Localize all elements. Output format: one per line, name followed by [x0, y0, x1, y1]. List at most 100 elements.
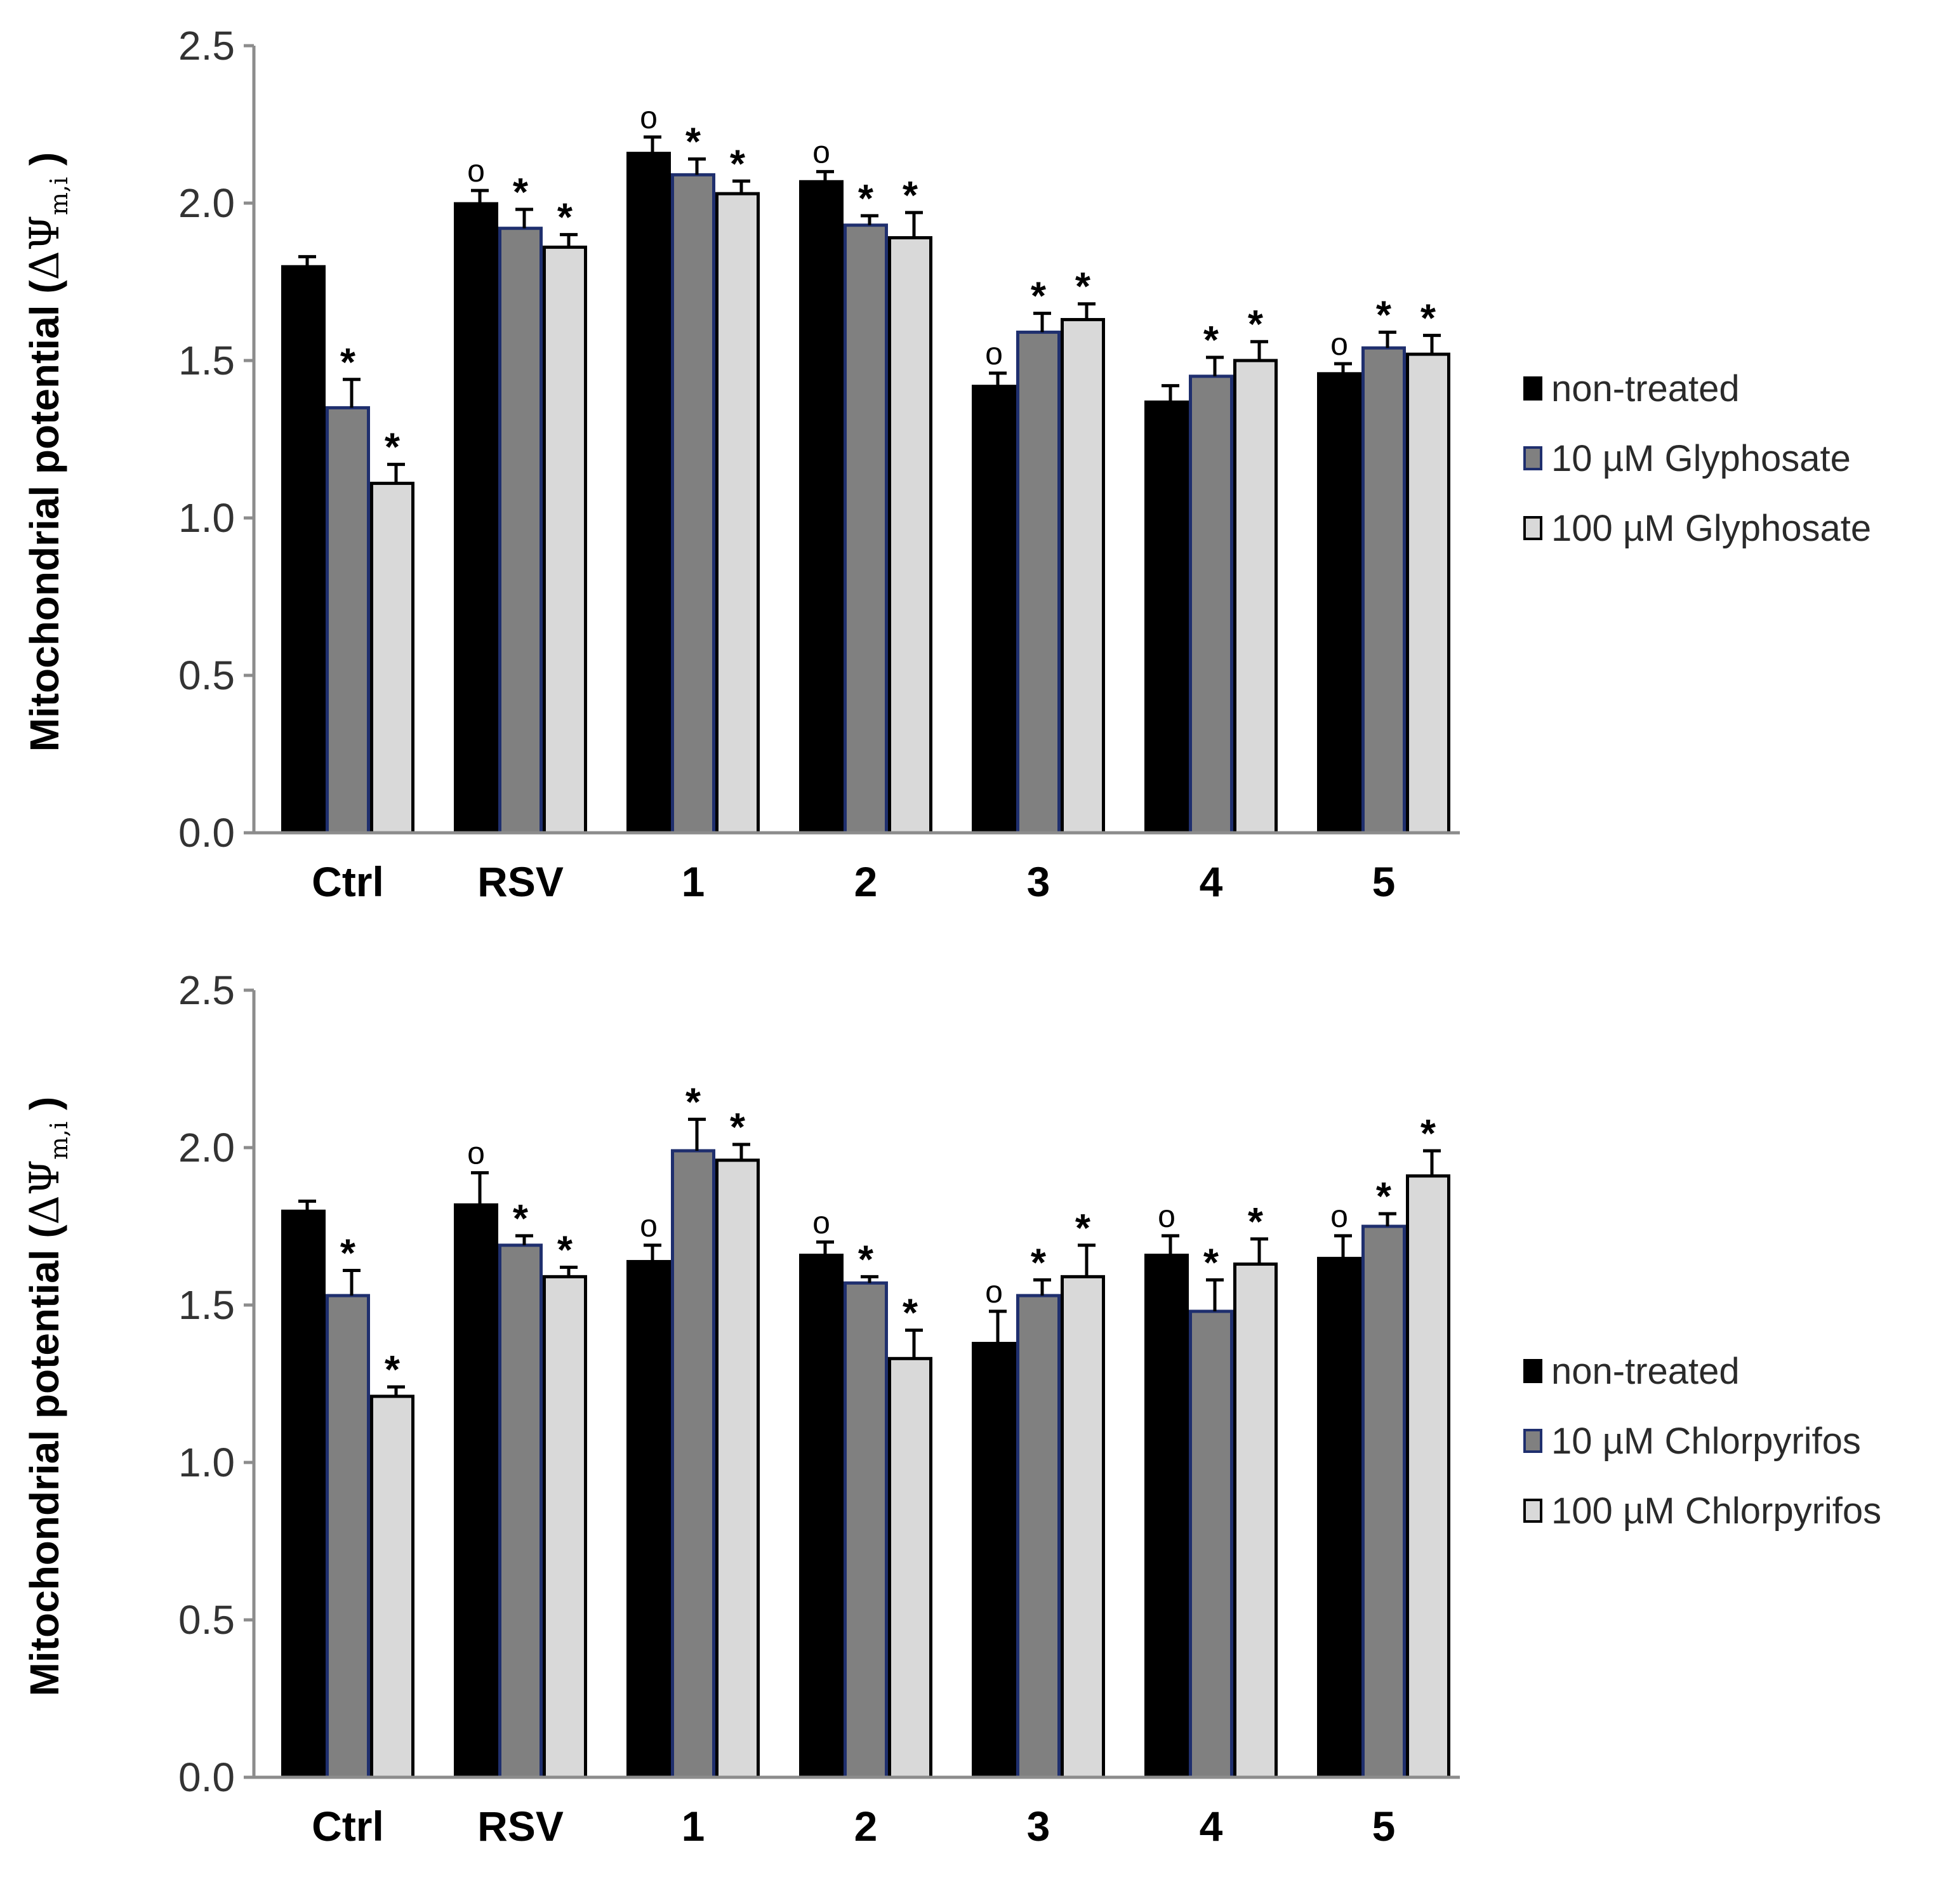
significance-circle: o [467, 1136, 485, 1171]
significance-star: * [1248, 1200, 1264, 1244]
significance-star: * [340, 341, 356, 385]
y-tick-label: 2.0 [178, 180, 235, 226]
significance-circle: o [985, 1274, 1003, 1309]
significance-star: * [685, 121, 701, 164]
bar [799, 180, 844, 834]
significance-star: * [1376, 1175, 1392, 1219]
significance-star: * [513, 171, 529, 215]
x-tick-label: 3 [1027, 858, 1050, 905]
legend-item-10-chlorpyrifos: 10 µM Chlorpyrifos [1523, 1420, 1881, 1462]
chart-chlorpyrifos: 0.0 0.5 1.0 1.5 2.0 2.5 Mitochondrial potentia… [22, 967, 1460, 1850]
bar [715, 1158, 760, 1779]
significance-circle: o [812, 1205, 830, 1240]
significance-circle: o [812, 134, 830, 169]
y-axis-label-subscript: m,i [45, 177, 73, 215]
bar [1317, 372, 1361, 834]
significance-star: * [1376, 293, 1392, 337]
x-tick-label: 2 [854, 858, 878, 905]
significance-star: * [513, 1197, 529, 1241]
y-tick-label: 2.5 [178, 23, 235, 69]
y-axis-label-close: ) [22, 152, 67, 177]
bar [888, 236, 932, 835]
y-axis-label: Mitochondrial potential (ΔΨm,i ) [22, 1097, 73, 1697]
y-axis-label-symbol: ΔΨ [22, 1160, 69, 1224]
x-tick-label: Ctrl [312, 1803, 384, 1850]
y-axis-label-main: Mitochondrial potential ( [22, 280, 67, 752]
bar [543, 245, 587, 835]
legend-label: 10 µM Chlorpyrifos [1551, 1420, 1861, 1462]
significance-star: * [1420, 296, 1436, 340]
significance-star: * [340, 1231, 356, 1275]
bar [799, 1254, 844, 1779]
bar [1016, 1294, 1061, 1779]
significance-star: * [1203, 319, 1219, 362]
y-axis-label-close: ) [22, 1097, 67, 1122]
bar [626, 152, 671, 834]
x-tick-label: 4 [1200, 1803, 1223, 1850]
x-tick-label: RSV [477, 858, 564, 905]
bar [1233, 359, 1278, 835]
bar [1361, 346, 1406, 835]
bar [281, 265, 326, 834]
bar [1061, 318, 1105, 835]
legend-swatch-100-chlorpyrifos [1523, 1499, 1542, 1523]
significance-circle: o [985, 336, 1003, 371]
x-tick-label: RSV [477, 1803, 564, 1850]
legend-item-100-glyphosate: 100 µM Glyphosate [1523, 508, 1871, 549]
bar [1189, 1309, 1233, 1779]
significance-star: * [903, 1292, 918, 1336]
significance-star: * [1031, 1241, 1047, 1285]
x-tick-label: Ctrl [312, 858, 384, 905]
legend-label: 10 µM Glyphosate [1551, 437, 1851, 479]
significance-circle: o [467, 153, 485, 189]
bar [498, 227, 543, 835]
significance-star: * [858, 177, 874, 221]
significance-circle: o [1330, 1198, 1348, 1234]
legend-item-10-glyphosate: 10 µM Glyphosate [1523, 438, 1871, 479]
x-tick-label: 4 [1200, 858, 1223, 905]
y-tick-label: 2.0 [178, 1125, 235, 1170]
significance-star: * [385, 426, 401, 470]
significance-circle: o [640, 100, 658, 135]
y-tick-label: 0.0 [178, 810, 235, 856]
legend-label: 100 µM Chlorpyrifos [1551, 1490, 1882, 1532]
bar [1233, 1263, 1278, 1779]
significance-star: * [730, 1106, 746, 1150]
bar [281, 1209, 326, 1779]
bar [1189, 374, 1233, 835]
x-tick-label: 5 [1372, 858, 1396, 905]
bar [844, 1281, 888, 1779]
bar [1406, 1174, 1450, 1779]
y-tick-label: 1.5 [178, 338, 235, 383]
significance-circle: o [1158, 1198, 1175, 1234]
x-tick-label: 2 [854, 1803, 878, 1850]
bar [671, 1149, 715, 1779]
chart-glyphosate: 0.0 0.5 1.0 1.5 2.0 2.5 Mitochondrial potentia… [22, 23, 1460, 905]
significance-circle: o [1330, 326, 1348, 362]
bar [671, 173, 715, 835]
legend-swatch-non-treated [1523, 376, 1542, 401]
significance-star: * [557, 1228, 573, 1272]
legend-glyphosate: non-treated 10 µM Glyphosate 100 µM Glyp… [1523, 368, 1871, 578]
bar [1317, 1257, 1361, 1779]
significance-star: * [730, 142, 746, 186]
significance-star: * [1031, 275, 1047, 319]
bar [370, 1395, 414, 1779]
y-tick-label: 0.5 [178, 1597, 235, 1643]
legend-item-non-treated: non-treated [1523, 1351, 1881, 1392]
significance-star: * [385, 1348, 401, 1392]
bar [715, 192, 760, 835]
y-axis-label-subscript: m,i [45, 1122, 73, 1160]
significance-star: * [1203, 1241, 1219, 1285]
y-tick-label: 1.0 [178, 1440, 235, 1485]
legend-swatch-non-treated [1523, 1359, 1542, 1383]
bar [844, 223, 888, 835]
bar [1361, 1224, 1406, 1779]
bar [543, 1275, 587, 1779]
legend-item-non-treated: non-treated [1523, 368, 1871, 409]
y-axis-label-main: Mitochondrial potential ( [22, 1224, 67, 1697]
y-tick-label: 0.5 [178, 653, 235, 698]
bar [1144, 1254, 1189, 1779]
legend-label: non-treated [1551, 368, 1740, 409]
bar [498, 1243, 543, 1779]
